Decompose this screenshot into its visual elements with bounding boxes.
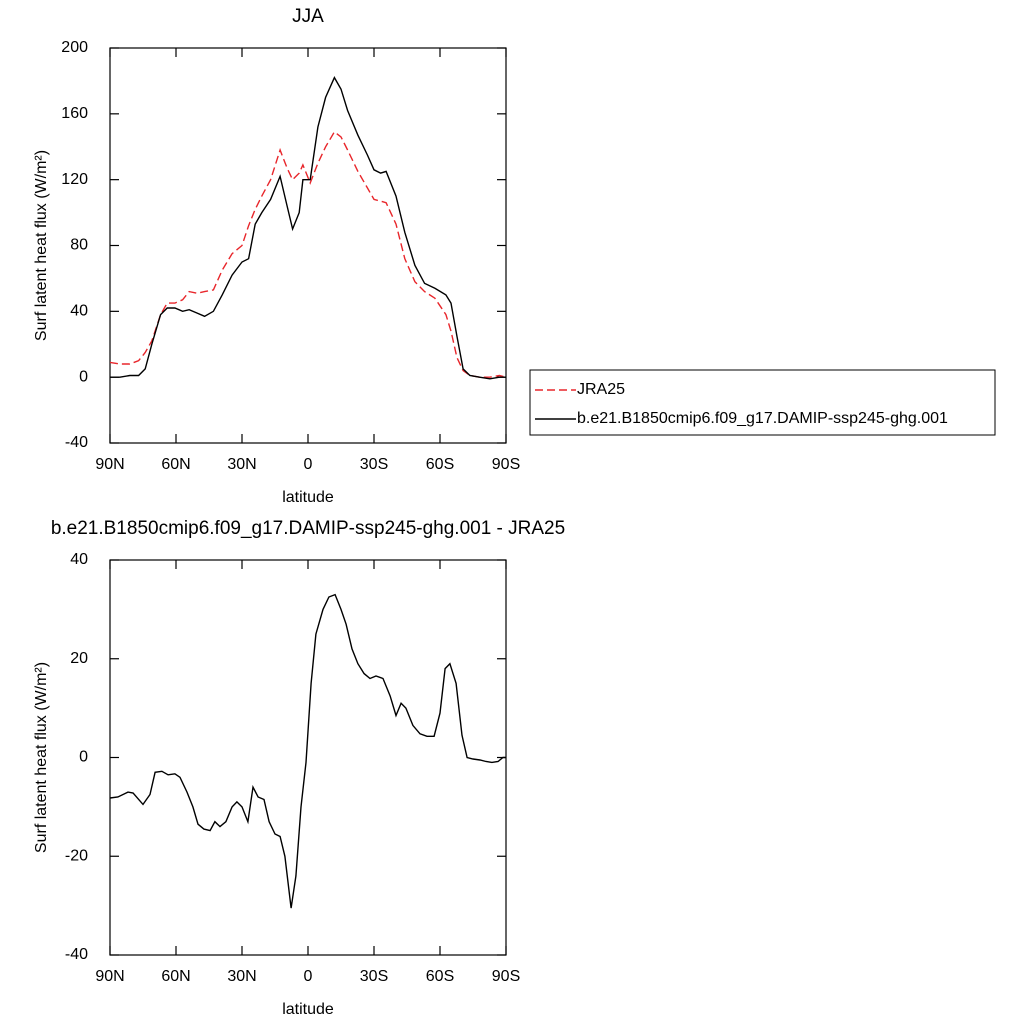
y-tick-label: 40: [70, 303, 88, 320]
data-line: [109, 130, 507, 378]
legend-box: [529, 369, 996, 436]
x-tick-label: 60N: [161, 968, 190, 985]
x-axis-label: latitude: [282, 1001, 334, 1018]
legend: JRA25 b.e21.B1850cmip6.f09_g17.DAMIP-ssp2…: [529, 369, 996, 436]
x-tick-label: 30S: [360, 968, 388, 985]
plot-frame: [109, 559, 507, 956]
x-tick-label: 30S: [360, 456, 388, 473]
y-axis-label: Surf latent heat flux (W/m²): [33, 150, 50, 341]
y-tick-label: 0: [79, 368, 88, 385]
chart-title: b.e21.B1850cmip6.f09_g17.DAMIP-ssp245-gh…: [51, 518, 565, 539]
y-tick-label: -20: [65, 847, 88, 864]
x-tick-label: 90N: [95, 968, 124, 985]
y-tick-label: 0: [79, 749, 88, 766]
x-tick-label: 60S: [426, 968, 454, 985]
x-tick-label: 60N: [161, 456, 190, 473]
data-line: [109, 593, 506, 909]
x-tick-label: 0: [304, 968, 313, 985]
y-tick-label: 80: [70, 237, 88, 254]
x-tick-label: 90S: [492, 968, 520, 985]
x-tick-label: 90N: [95, 456, 124, 473]
legend-label: b.e21.B1850cmip6.f09_g17.DAMIP-ssp245-gh…: [577, 410, 948, 427]
y-tick-label: 160: [61, 105, 88, 122]
x-tick-label: 60S: [426, 456, 454, 473]
plot-frame: [109, 47, 507, 444]
y-tick-label: 40: [70, 551, 88, 568]
y-tick-label: -40: [65, 434, 88, 451]
x-tick-label: 30N: [227, 968, 256, 985]
x-axis-label: latitude: [282, 489, 334, 506]
y-tick-label: 200: [61, 39, 88, 56]
y-tick-label: -40: [65, 946, 88, 963]
x-tick-label: 30N: [227, 456, 256, 473]
y-tick-label: 20: [70, 650, 88, 667]
data-line: [110, 76, 506, 380]
chart-title: JJA: [292, 6, 324, 27]
x-tick-label: 0: [304, 456, 313, 473]
legend-label: JRA25: [577, 381, 625, 398]
x-tick-label: 90S: [492, 456, 520, 473]
y-axis-label: Surf latent heat flux (W/m²): [33, 662, 50, 853]
y-tick-label: 120: [61, 171, 88, 188]
